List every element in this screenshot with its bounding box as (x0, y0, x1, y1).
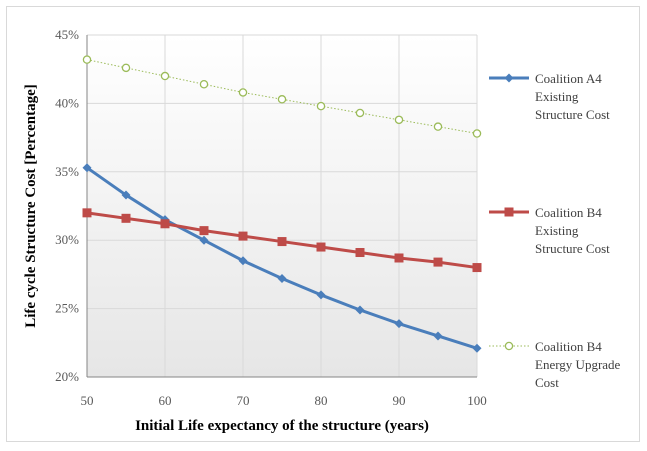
y-tick-label: 25% (55, 301, 79, 316)
series-3-point (394, 115, 404, 125)
axes (86, 35, 477, 378)
series-1-point (277, 274, 287, 284)
legend-marker (504, 73, 514, 83)
series-3-point (433, 122, 443, 131)
series-1-point (433, 331, 443, 341)
series-3-point (355, 108, 365, 118)
x-tick-label: 70 (237, 393, 250, 408)
tick-labels: 20% 25% 30% 35% 40% 45% 50 60 70 80 90 100 (55, 27, 487, 408)
y-tick-label: 20% (55, 369, 79, 384)
series-1-point (199, 235, 209, 245)
series-2-point (82, 208, 92, 218)
y-tick-label: 30% (55, 232, 79, 247)
y-tick-label: 35% (55, 164, 79, 179)
series-2-point (121, 213, 131, 223)
legend-label-line: Existing (535, 223, 579, 238)
line-chart: 20% 25% 30% 35% 40% 45% 50 60 70 80 90 100 Initial … (23, 27, 621, 434)
series-2-point (394, 253, 404, 263)
x-axis-title: Initial Life expectancy of the structure… (135, 418, 429, 434)
legend-label-line: Coalition B4 (535, 339, 602, 354)
legend: Coalition A4 Existing Structure Cost Coalit… (489, 71, 621, 390)
series-3-point (82, 55, 92, 64)
x-tick-label: 90 (393, 393, 406, 408)
series-2-point (472, 263, 482, 273)
chart-frame: 20% 25% 30% 35% 40% 45% 50 60 70 80 90 100 Initial … (6, 6, 640, 442)
series-1-point (355, 305, 365, 315)
series-1-point (472, 343, 482, 353)
x-tick-label: 100 (467, 393, 487, 408)
y-tick-label: 45% (55, 27, 79, 42)
legend-label-line: Structure Cost (535, 241, 610, 256)
series-3-point (238, 88, 248, 97)
series-2-point (160, 219, 170, 229)
series-3-point (277, 95, 287, 104)
legend-label-line: Energy Upgrade (535, 357, 621, 372)
series-3-point (121, 63, 131, 73)
series-3-point (160, 71, 170, 81)
series-2-point (238, 231, 248, 241)
legend-label-line: Existing (535, 89, 579, 104)
legend-label-line: Coalition A4 (535, 71, 602, 86)
x-tick-label: 80 (315, 393, 328, 408)
y-tick-label: 40% (55, 95, 79, 110)
x-tick-label: 50 (81, 393, 94, 408)
series-3-point (472, 129, 482, 138)
series-2-point (316, 242, 326, 252)
legend-marker (504, 207, 514, 217)
legend-label-line: Structure Cost (535, 107, 610, 122)
series-1-point (394, 319, 404, 329)
y-axis-title: Life cycle Structure Cost [Percentage] (23, 84, 39, 328)
legend-label-line: Cost (535, 375, 559, 390)
legend-marker (504, 341, 514, 351)
series-2-point (199, 226, 209, 236)
series-1-point (121, 190, 131, 200)
series-1-point (82, 163, 92, 173)
series-3-point (199, 79, 209, 89)
x-tick-label: 60 (159, 393, 172, 408)
series-lines (82, 55, 482, 353)
series-1-point (316, 290, 326, 300)
plot-area (87, 35, 477, 377)
series-2-point (433, 257, 443, 267)
series-2-point (277, 237, 287, 247)
legend-label-line: Coalition B4 (535, 205, 602, 220)
series-3-point (316, 101, 326, 111)
series-2-point (355, 248, 365, 258)
series-1-point (238, 256, 248, 266)
